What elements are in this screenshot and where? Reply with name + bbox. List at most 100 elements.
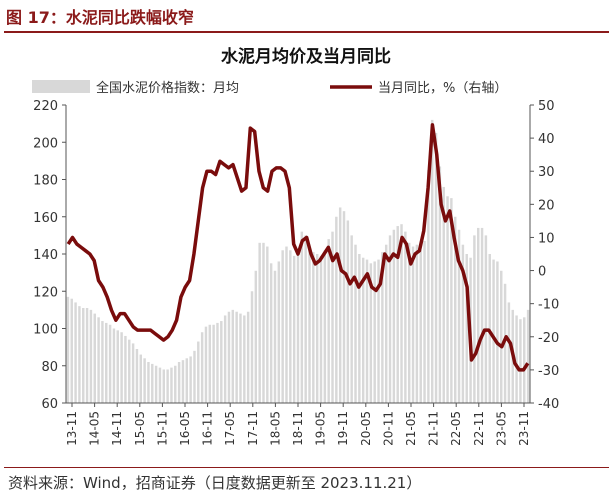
bar	[120, 332, 123, 403]
bar	[492, 259, 495, 403]
figure-title: 图 17：水泥同比跌幅收窄	[6, 8, 194, 27]
bar	[477, 227, 480, 403]
x-tick-label: 18-11	[291, 411, 305, 446]
bar	[185, 358, 189, 403]
bar	[304, 235, 307, 404]
bar	[484, 235, 488, 404]
bar	[135, 348, 139, 403]
bar	[147, 362, 150, 403]
x-tick-label: 16-05	[178, 411, 192, 446]
bar	[85, 308, 89, 403]
bar	[124, 335, 127, 403]
legend-bar-swatch	[32, 80, 90, 93]
legend: 全国水泥价格指数：月均 当月同比，%（右轴）	[32, 80, 507, 96]
bar	[74, 302, 77, 403]
bar	[82, 308, 85, 403]
right-tick-label: 50	[538, 99, 555, 114]
bar	[162, 369, 166, 403]
bar	[204, 326, 208, 403]
source-note: 资料来源：Wind，招商证券（日度数据更新至 2023.11.21）	[8, 474, 422, 492]
bar	[246, 311, 250, 403]
bar	[193, 350, 196, 403]
bar	[308, 250, 311, 403]
bar	[450, 198, 453, 404]
bar	[285, 246, 288, 403]
bar	[526, 309, 530, 404]
bar	[227, 311, 231, 403]
bar	[354, 244, 357, 403]
x-tick-label: 22-11	[472, 411, 486, 446]
bar	[377, 259, 380, 403]
x-tick-label: 22-05	[449, 411, 463, 446]
x-tick-label: 21-05	[404, 411, 418, 446]
left-tick-label: 60	[41, 397, 58, 412]
bar	[200, 332, 204, 403]
bar	[519, 319, 522, 403]
bar	[442, 186, 445, 403]
bar	[189, 356, 192, 403]
bar	[384, 244, 388, 403]
bar	[220, 321, 223, 403]
bar	[331, 231, 334, 403]
bar	[273, 270, 277, 403]
bar	[427, 170, 430, 403]
x-axis-ticks: 13-11 14-05 14-11 15-05 15-11 16-05 16-11 17-05…	[65, 403, 531, 446]
bar	[404, 231, 407, 403]
bar	[116, 330, 119, 403]
bar	[400, 224, 403, 403]
bar	[269, 263, 273, 403]
bar	[131, 343, 135, 403]
bar	[78, 306, 81, 403]
right-tick-label: -40	[538, 397, 559, 412]
bar	[461, 244, 465, 403]
bar	[335, 216, 338, 403]
chart-title: 水泥月均价及当月同比	[221, 46, 391, 67]
left-tick-label: 100	[33, 323, 58, 338]
x-tick-label: 16-11	[201, 411, 215, 446]
left-tick-label: 200	[33, 136, 58, 151]
x-tick-label: 18-05	[268, 411, 282, 446]
bar	[319, 255, 323, 403]
bar	[338, 207, 342, 403]
bar	[112, 328, 116, 403]
left-tick-label: 180	[33, 174, 58, 189]
x-tick-label: 15-11	[155, 411, 169, 446]
x-tick-label: 20-05	[359, 411, 373, 446]
bar	[346, 220, 350, 403]
bar	[488, 254, 491, 403]
bar	[480, 227, 484, 403]
bar	[515, 315, 518, 403]
bar	[473, 235, 476, 404]
bar	[446, 196, 449, 403]
bar	[361, 257, 365, 403]
left-tick-label: 120	[33, 285, 58, 300]
left-axis-ticks: 60 80 100 120 140 160 180 200 220	[33, 99, 66, 412]
bar	[327, 239, 330, 403]
bar	[170, 367, 173, 403]
yoy-line	[66, 123, 530, 372]
bar	[151, 363, 154, 403]
bar	[358, 254, 361, 403]
bar	[423, 240, 426, 403]
bar	[300, 231, 304, 403]
bar	[66, 296, 70, 403]
bar	[174, 365, 177, 403]
bar	[323, 250, 327, 403]
bar	[101, 321, 104, 403]
bar	[415, 244, 419, 403]
bar	[208, 324, 212, 403]
bar	[392, 229, 396, 403]
x-tick-label: 21-11	[427, 411, 441, 446]
left-tick-label: 220	[33, 99, 58, 114]
x-tick-label: 14-11	[110, 411, 124, 446]
right-tick-label: 10	[538, 231, 555, 246]
right-tick-label: 40	[538, 132, 555, 147]
right-tick-label: 0	[538, 265, 546, 280]
bar	[523, 317, 526, 403]
bar	[315, 254, 319, 403]
bar	[128, 339, 131, 403]
bar-series	[66, 119, 530, 404]
bar	[411, 246, 415, 403]
bar	[365, 259, 369, 403]
bar	[212, 324, 215, 403]
